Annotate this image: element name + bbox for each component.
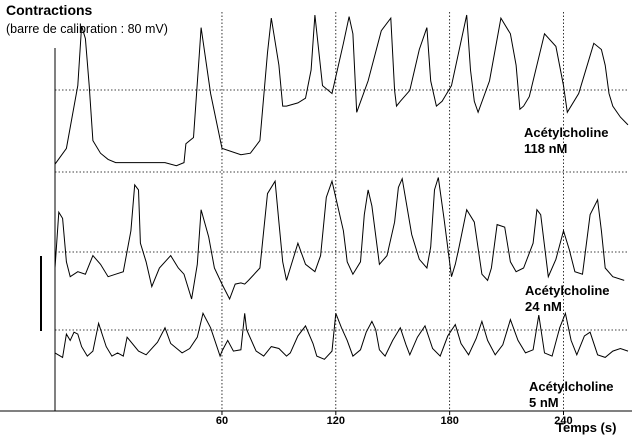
x-tick-labels: 60 120 180 240 [216,415,573,427]
series-label-3: Acétylcholine 5 nM [529,379,614,410]
series-label-3-line-1: Acétylcholine [529,379,614,394]
series-label-1-line-1: Acétylcholine [524,125,609,140]
axes [0,48,632,415]
chart-title: Contractions [6,2,93,18]
series-label-1: Acétylcholine 118 nM [524,125,609,156]
x-tick-label-60: 60 [216,415,228,427]
traces [54,14,629,360]
grid [55,12,628,410]
series-label-1-line-2: 118 nM [524,141,567,156]
x-axis-label: Temps (s) [556,420,616,435]
series-label-2-line-1: Acétylcholine [525,283,610,298]
trace-series-1 [54,14,629,167]
series-label-2-line-2: 24 nM [525,299,562,314]
series-label-3-line-2: 5 nM [529,395,559,410]
trace-series-3 [54,311,629,360]
x-tick-label-240: 240 [554,415,572,427]
series-label-2: Acétylcholine 24 nM [525,283,610,314]
x-tick-label-180: 180 [440,415,458,427]
chart-subtitle: (barre de calibration : 80 mV) [6,22,168,36]
trace-series-2 [54,176,625,301]
x-tick-label-120: 120 [327,415,345,427]
